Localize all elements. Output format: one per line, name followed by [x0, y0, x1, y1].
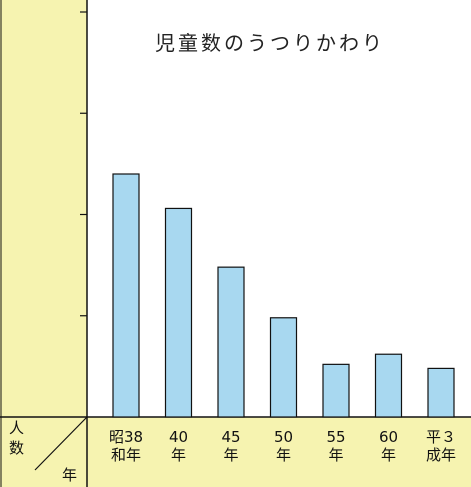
x-tick-label-5-line-2: 年 [328, 446, 343, 464]
bar-5 [322, 363, 350, 418]
x-tick-label-6-line-1: 60 [379, 428, 398, 446]
bar-6 [374, 353, 403, 418]
x-tick-label-7-line-1: 平３ [426, 428, 456, 446]
x-tick-label-4-line-2: 年 [276, 446, 291, 464]
x-tick-label-5-line-1: 55 [326, 428, 345, 446]
y-axis-label-char-1: 人 [9, 419, 24, 437]
y-ticks [80, 11, 87, 317]
y-axis-label-char-2: 数 [9, 439, 24, 457]
bar-2 [164, 207, 193, 418]
x-tick-label-2-line-2: 年 [171, 446, 186, 464]
bar-3 [217, 266, 245, 418]
x-tick-label-6-line-2: 年 [381, 446, 396, 464]
x-tick-label-1-line-1: 昭38 [109, 428, 143, 446]
bar-4 [269, 317, 298, 418]
y-axis-panel [0, 0, 87, 487]
chart-title: 児童数のうつりかわり [155, 31, 385, 55]
x-tick-label-1-line-2: 和年 [111, 446, 141, 464]
bar-7 [427, 367, 455, 418]
x-tick-label-3-line-1: 45 [221, 428, 240, 446]
x-tick-label-3-line-2: 年 [223, 446, 238, 464]
corner-divider [34, 416, 88, 471]
x-tick-label-4-line-1: 50 [274, 428, 293, 446]
bar-1 [112, 173, 140, 418]
x-tick-label-7-line-2: 成年 [426, 446, 456, 464]
x-axis-band [87, 417, 471, 487]
x-tick-label-2-line-1: 40 [169, 428, 188, 446]
x-axis-label: 年 [62, 466, 77, 484]
bars [112, 173, 455, 418]
